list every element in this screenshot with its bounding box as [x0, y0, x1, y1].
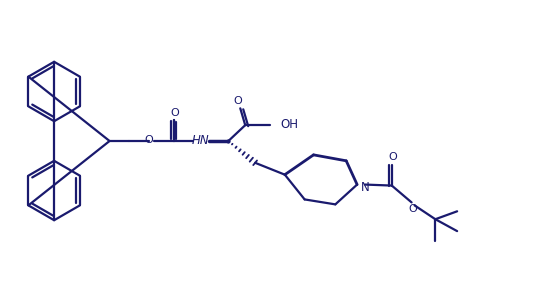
Text: N: N	[361, 181, 369, 194]
Text: HN: HN	[192, 134, 210, 147]
Text: O: O	[170, 108, 180, 118]
Text: O: O	[389, 152, 397, 162]
Text: O: O	[145, 135, 153, 145]
Text: O: O	[408, 204, 417, 214]
Text: O: O	[233, 97, 242, 106]
Text: OH: OH	[280, 118, 298, 131]
